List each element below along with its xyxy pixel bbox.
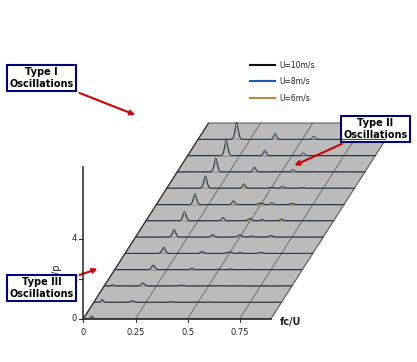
Text: U=10m/s: U=10m/s bbox=[279, 61, 315, 70]
Text: 0: 0 bbox=[81, 328, 86, 337]
Text: U=8m/s: U=8m/s bbox=[279, 77, 310, 86]
Text: pC/p: pC/p bbox=[51, 264, 61, 286]
Text: 0.5: 0.5 bbox=[181, 328, 194, 337]
Text: U=6m/s: U=6m/s bbox=[279, 93, 310, 102]
Text: 0.75: 0.75 bbox=[231, 328, 249, 337]
Text: 0: 0 bbox=[72, 314, 77, 323]
Text: 4: 4 bbox=[72, 235, 77, 243]
Text: fc/U: fc/U bbox=[279, 317, 301, 327]
Text: 2: 2 bbox=[72, 274, 77, 283]
Polygon shape bbox=[83, 123, 396, 319]
Text: Type III
Oscillations: Type III Oscillations bbox=[10, 269, 95, 299]
Text: Type I
Oscillations: Type I Oscillations bbox=[10, 67, 133, 114]
Text: 0.25: 0.25 bbox=[126, 328, 145, 337]
Text: Type II
Oscillations: Type II Oscillations bbox=[296, 118, 407, 165]
